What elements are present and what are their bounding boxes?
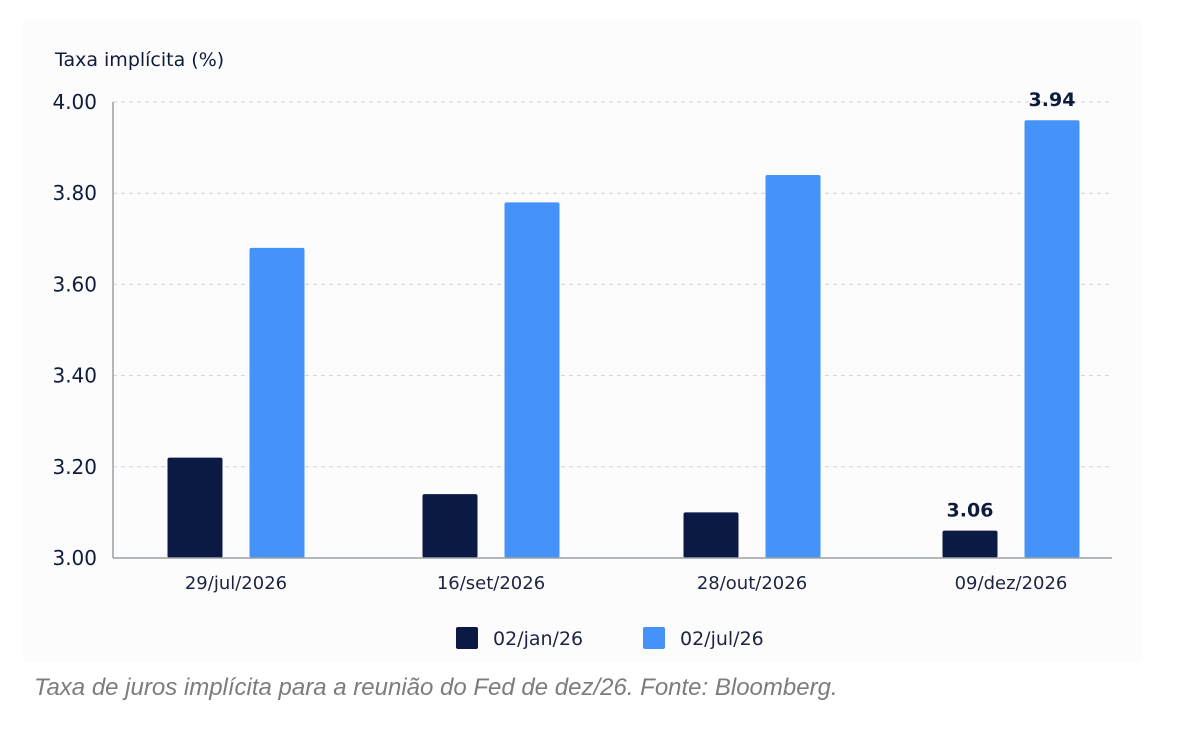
figure-caption: Taxa de juros implícita para a reunião d… [34,674,838,701]
axes [112,102,1112,559]
y-axis-ticks: 3.00 3.20 3.40 3.60 3.80 4.00 [52,90,97,570]
data-labels: 3.06 3.94 [947,89,1076,521]
legend-label: 02/jan/26 [493,628,583,650]
bars [167,120,1080,559]
grid-lines [113,101,1112,468]
legend-swatch [456,627,478,649]
data-label: 3.06 [947,500,994,522]
data-label: 3.94 [1029,89,1076,111]
bar-jul-3 [765,174,821,558]
x-tick-label: 09/dez/2026 [955,573,1068,594]
bar-jan-3 [683,512,739,558]
legend-label: 02/jul/26 [680,628,764,650]
y-tick-label: 3.00 [52,546,97,570]
x-tick-label: 29/jul/2026 [185,573,287,594]
legend: 02/jan/26 02/jul/26 [456,627,764,650]
bar-jul-2 [504,202,560,558]
y-tick-label: 3.20 [52,455,97,479]
y-tick-label: 3.60 [52,272,97,296]
x-tick-label: 16/set/2026 [437,573,545,594]
bar-jan-4 [942,530,998,558]
x-axis-labels: 29/jul/2026 16/set/2026 28/out/2026 09/dez/… [185,573,1068,594]
y-axis-title: Taxa implícita (%) [54,49,224,71]
x-tick-label: 28/out/2026 [697,573,807,594]
y-tick-label: 4.00 [52,90,97,114]
y-tick-label: 3.40 [52,364,97,388]
bar-jan-2 [422,494,478,558]
y-tick-label: 3.80 [52,181,97,205]
bar-jul-1 [249,247,305,559]
bar-jan-1 [167,457,223,558]
bar-chart: Taxa implícita (%) 3.00 3.20 3.40 3.60 3.80 4… [52,49,1112,650]
legend-swatch [643,627,665,649]
bar-jul-4 [1024,120,1080,559]
